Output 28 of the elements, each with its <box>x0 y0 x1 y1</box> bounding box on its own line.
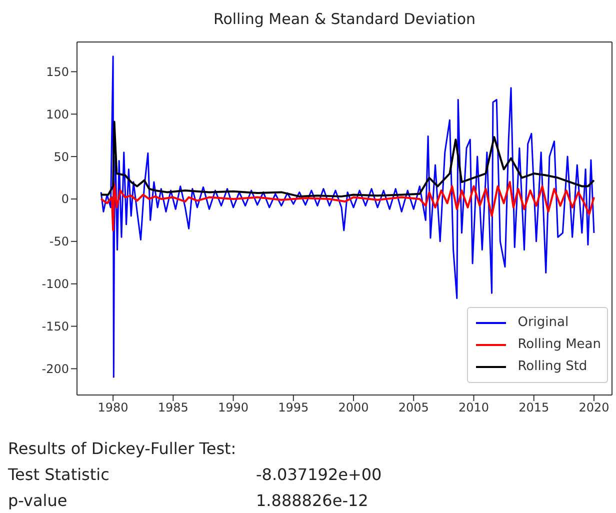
x-tick-label: 1990 <box>218 400 249 415</box>
legend-label: Original <box>518 314 569 332</box>
y-tick-label: -150 <box>42 320 69 334</box>
y-tick-label: 150 <box>46 64 69 79</box>
x-tick-label: 1980 <box>98 400 128 415</box>
x-tick-label: 2020 <box>578 400 610 415</box>
x-tick-label: 2015 <box>518 400 550 415</box>
y-tick-label: 0 <box>61 192 69 206</box>
text: 1.888826e-12 <box>256 490 368 512</box>
line-series <box>100 181 595 232</box>
y-tick-label: 50 <box>54 150 69 164</box>
x-tick-label: 2010 <box>458 400 490 415</box>
line-series <box>100 120 595 198</box>
y-tick-label: -200 <box>42 362 69 376</box>
text: Results of Dickey-Fuller Test: <box>8 438 238 460</box>
legend-label: Rolling Std <box>518 358 588 376</box>
text: -8.037192e+00 <box>256 464 382 486</box>
x-tick-label: 1985 <box>158 400 188 415</box>
chart-title: Rolling Mean & Standard Deviation <box>212 10 477 28</box>
x-tick-label: 1995 <box>278 400 309 415</box>
y-tick-label: -100 <box>42 277 69 292</box>
legend-label: Rolling Mean <box>518 336 601 354</box>
text: Test Statistic <box>8 464 110 486</box>
x-tick-label: 2000 <box>338 400 369 415</box>
y-tick-label: 100 <box>46 107 69 122</box>
text: p-value <box>8 490 68 512</box>
y-tick-label: -50 <box>49 234 69 249</box>
x-tick-label: 2005 <box>398 400 429 415</box>
